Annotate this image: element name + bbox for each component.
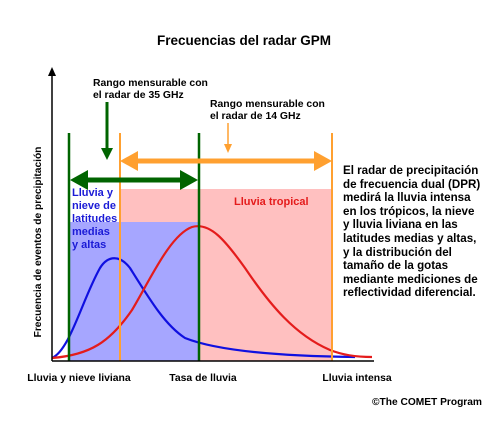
tropical-rain-region-upper (120, 189, 198, 222)
x-axis-label-rain-rate: Tasa de lluvia (169, 373, 237, 384)
tropical-rain-region (198, 189, 332, 361)
copyright-notice: ©The COMET Program (372, 397, 482, 408)
light-precip-region (69, 222, 198, 361)
light-precip-label-line: y altas (72, 239, 106, 251)
ka-band-arrowhead-left (70, 170, 88, 190)
ka-band-arrowhead-right (180, 170, 198, 190)
y-axis-arrowhead (48, 67, 56, 76)
ku-band-pointer-head (224, 144, 232, 153)
light-precip-label-line: nieve de (72, 200, 116, 212)
diagram-title: Frecuencias del radar GPM (157, 33, 331, 48)
tropical-rain-curve (51, 225, 373, 360)
ku-band-label-line: el radar de 14 GHz (210, 111, 301, 122)
x-axis-label-light: Lluvia y nieve liviana (27, 373, 131, 384)
ku-band-arrowhead-right (314, 151, 332, 171)
light-precip-curve (51, 257, 356, 360)
ka-band-label: Rango mensurable con el radar de 35 GHz (93, 78, 211, 101)
ku-band-label-line: Rango mensurable con (210, 99, 325, 110)
light-precip-label-line: Lluvia y (72, 187, 114, 199)
light-precip-label: Lluvia y nieve de latitudes medias y alt… (72, 187, 120, 251)
ka-band-label-line: el radar de 35 GHz (93, 90, 184, 101)
ka-band-pointer-head (101, 148, 113, 160)
tropical-rain-label: Lluvia tropical (234, 196, 309, 208)
x-axis-label-heavy: Lluvia intensa (322, 373, 392, 384)
y-axis-label: Frecuencia de eventos de precipitación (33, 147, 44, 338)
light-precip-label-line: latitudes (72, 213, 117, 225)
ka-band-label-line: Rango mensurable con (93, 78, 208, 89)
ku-band-label: Rango mensurable con el radar de 14 GHz (210, 99, 328, 122)
ku-band-arrowhead-left (120, 151, 138, 171)
dpr-description: El radar de precipitación de frecuencia … (343, 164, 481, 300)
light-precip-label-line: medias (72, 226, 110, 238)
